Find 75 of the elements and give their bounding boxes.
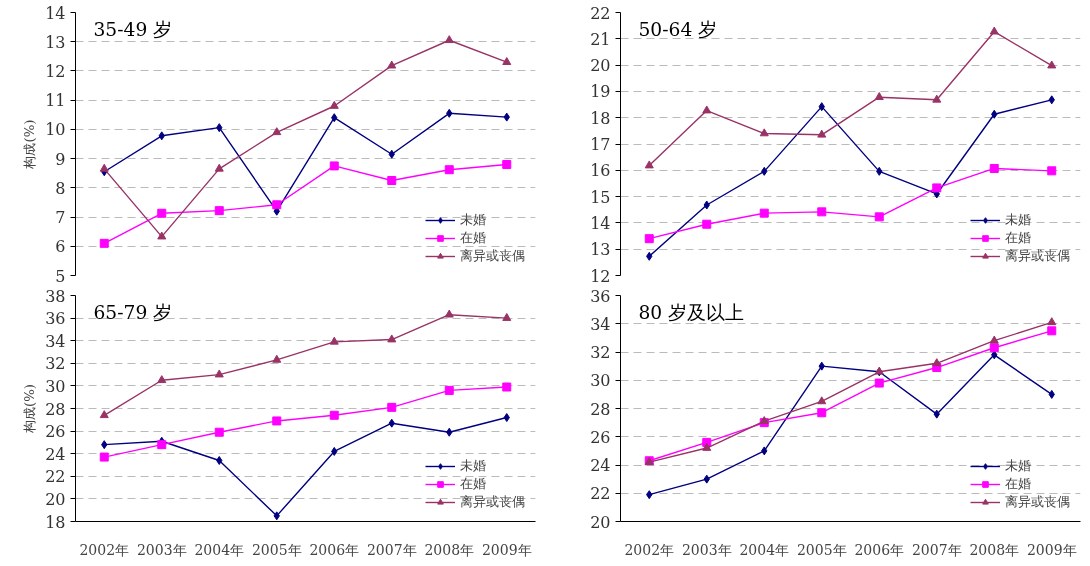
y-tick-label: 9 <box>55 149 66 169</box>
y-tick-label: 34 <box>45 331 66 351</box>
x-tick-label: 2005年 <box>796 541 847 558</box>
x-tick-label: 2006年 <box>854 541 905 558</box>
y-tick-label: 22 <box>590 484 611 504</box>
y-tick-label: 38 <box>45 286 66 306</box>
chart-title: 65-79 岁 <box>93 301 173 323</box>
chart-title: 80 岁及以上 <box>638 301 745 323</box>
y-tick-label: 28 <box>590 399 611 419</box>
x-tick-label: 2009年 <box>481 541 532 558</box>
y-tick-label: 36 <box>590 286 611 306</box>
x-tick-label: 2002年 <box>624 541 675 558</box>
y-tick-label: 32 <box>590 343 611 362</box>
y-tick-label: 30 <box>590 371 611 391</box>
y-tick-label: 30 <box>45 376 66 396</box>
legend-label: 离异或丧偶 <box>460 247 525 265</box>
y-tick-label: 36 <box>45 309 66 329</box>
legend-label: 离异或丧偶 <box>1005 247 1070 265</box>
x-tick-label: 2003年 <box>681 541 732 558</box>
x-tick-label: 2005年 <box>251 541 302 558</box>
legend-label: 在婚 <box>1005 475 1031 493</box>
legend-label: 离异或丧偶 <box>460 493 525 511</box>
x-tick-label: 2009年 <box>1026 541 1077 558</box>
y-tick-label: 12 <box>45 61 66 81</box>
y-tick-label: 10 <box>45 120 66 140</box>
x-tick-label: 2002年 <box>79 541 130 558</box>
y-tick-label: 18 <box>590 108 611 128</box>
y-tick-label: 7 <box>55 208 66 228</box>
x-tick-label: 2008年 <box>969 541 1020 558</box>
legend-label: 未婚 <box>1005 457 1031 475</box>
y-tick-label: 14 <box>45 3 66 23</box>
y-tick-label: 26 <box>590 427 611 447</box>
chart-title: 50-64 岁 <box>638 18 718 40</box>
y-tick-label: 11 <box>45 91 66 111</box>
y-axis-title: 构成(%) <box>22 119 38 170</box>
y-tick-label: 34 <box>590 314 611 334</box>
y-tick-label: 24 <box>590 456 611 475</box>
y-tick-label: 18 <box>45 512 66 532</box>
legend-label: 离异或丧偶 <box>1005 493 1070 511</box>
y-tick-label: 22 <box>590 3 611 23</box>
y-tick-label: 12 <box>590 266 611 286</box>
y-tick-label: 8 <box>55 178 66 198</box>
y-tick-label: 19 <box>590 82 611 102</box>
y-tick-label: 16 <box>590 161 611 181</box>
x-tick-label: 2006年 <box>309 541 360 558</box>
legend-label: 未婚 <box>460 211 486 229</box>
y-tick-label: 14 <box>590 213 611 233</box>
y-tick-label: 6 <box>55 237 66 257</box>
chart-title: 35-49 岁 <box>93 18 173 40</box>
y-tick-label: 26 <box>45 422 66 442</box>
legend-label: 未婚 <box>460 457 486 475</box>
y-tick-label: 20 <box>45 489 66 509</box>
legend-label: 未婚 <box>1005 211 1031 229</box>
x-tick-label: 2004年 <box>194 541 245 558</box>
y-tick-label: 24 <box>45 444 66 464</box>
legend-label: 在婚 <box>460 475 486 493</box>
x-tick-label: 2008年 <box>424 541 475 558</box>
x-tick-label: 2007年 <box>911 541 962 558</box>
y-tick-label: 13 <box>45 32 66 52</box>
y-tick-label: 20 <box>590 56 611 76</box>
y-tick-label: 5 <box>55 266 66 286</box>
legend-label: 在婚 <box>1005 229 1031 247</box>
y-tick-label: 22 <box>45 467 66 487</box>
y-tick-label: 15 <box>590 187 611 207</box>
x-tick-label: 2003年 <box>136 541 187 558</box>
y-tick-label: 17 <box>590 135 611 154</box>
x-tick-label: 2004年 <box>739 541 790 558</box>
y-tick-label: 28 <box>45 399 66 419</box>
y-axis-title: 构成(%) <box>22 383 38 435</box>
y-tick-label: 20 <box>590 512 611 532</box>
y-tick-label: 21 <box>590 29 611 49</box>
x-tick-label: 2007年 <box>366 541 417 558</box>
y-tick-label: 13 <box>590 240 611 260</box>
legend-label: 在婚 <box>460 229 486 247</box>
y-tick-label: 32 <box>45 354 66 374</box>
